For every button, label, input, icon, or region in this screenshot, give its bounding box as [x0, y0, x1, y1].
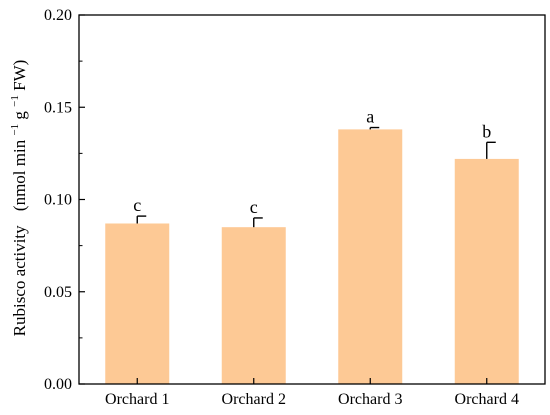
error-bars-group [136, 126, 496, 228]
y-axis: 0.00 0.05 0.10 0.15 0.20 [44, 7, 85, 393]
significance-labels-group: c c a b [133, 107, 491, 217]
bar-2 [221, 227, 286, 384]
significance-label-2: c [250, 197, 258, 217]
y-axis-label: Rubisco activity (nmol min −1 g −1 FW) [3, 60, 29, 337]
y-axis-label-exp2: −1 [9, 95, 21, 107]
bar-3 [338, 129, 403, 384]
x-axis: Orchard 1 Orchard 2 Orchard 3 Orchard 4 [105, 378, 519, 408]
y-tick-label-0: 0.00 [44, 376, 72, 393]
bars-group [105, 129, 519, 384]
x-tick-label-2: Orchard 2 [222, 391, 286, 408]
significance-label-3: a [366, 107, 374, 127]
x-tick-label-1: Orchard 1 [105, 391, 169, 408]
y-axis-label-mid: g [10, 111, 29, 120]
y-axis-label-unit: (nmol min [10, 139, 29, 211]
bar-4 [454, 158, 519, 384]
y-tick-label-4: 0.20 [44, 7, 72, 24]
bar-1 [105, 223, 170, 384]
y-axis-label-end: FW) [10, 60, 29, 91]
x-tick-label-3: Orchard 3 [338, 391, 402, 408]
y-tick-label-1: 0.05 [44, 284, 72, 301]
significance-label-1: c [133, 195, 141, 215]
y-axis-label-exp1: −1 [9, 124, 21, 136]
y-axis-label-main: Rubisco activity [10, 225, 29, 336]
y-tick-label-3: 0.15 [44, 99, 72, 116]
significance-label-4: b [482, 121, 491, 141]
x-tick-label-4: Orchard 4 [455, 391, 519, 408]
y-tick-label-2: 0.10 [44, 192, 72, 209]
